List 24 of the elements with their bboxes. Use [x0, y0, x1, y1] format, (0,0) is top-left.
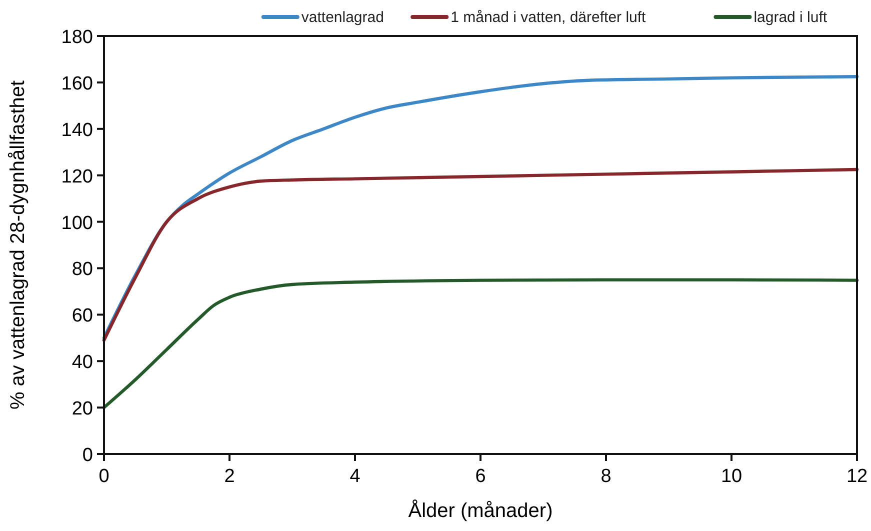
y-tick-label: 120: [61, 166, 93, 188]
legend-label: vattenlagrad: [301, 9, 384, 26]
x-tick-label: 12: [846, 466, 868, 487]
y-tick-label: 160: [61, 73, 93, 94]
x-axis-title: Ålder (månader): [408, 499, 553, 522]
x-tick-label: 8: [600, 466, 612, 487]
x-tick-label: 0: [98, 466, 110, 487]
y-tick-label: 140: [61, 120, 93, 141]
y-tick-label: 40: [72, 352, 93, 374]
x-tick-label: 4: [350, 466, 361, 487]
y-tick-label: 0: [82, 445, 93, 466]
y-tick-label: 60: [72, 306, 93, 327]
x-tick-label: 6: [475, 466, 486, 487]
line-series: [102, 278, 859, 410]
x-tick-label: 2: [224, 466, 235, 487]
legend-label: 1 månad i vatten, därefter luft: [450, 9, 647, 26]
line-series: [102, 168, 859, 342]
y-tick-label: 80: [72, 259, 93, 280]
y-tick-label: 20: [72, 398, 93, 420]
y-tick-label: 180: [61, 27, 93, 48]
legend-label: lagrad i luft: [754, 9, 828, 26]
x-tick-label: 10: [720, 466, 742, 487]
y-tick-label: 100: [61, 212, 93, 234]
y-axis-title: % av vattenlagrad 28-dygnhållfasthet: [7, 80, 29, 410]
